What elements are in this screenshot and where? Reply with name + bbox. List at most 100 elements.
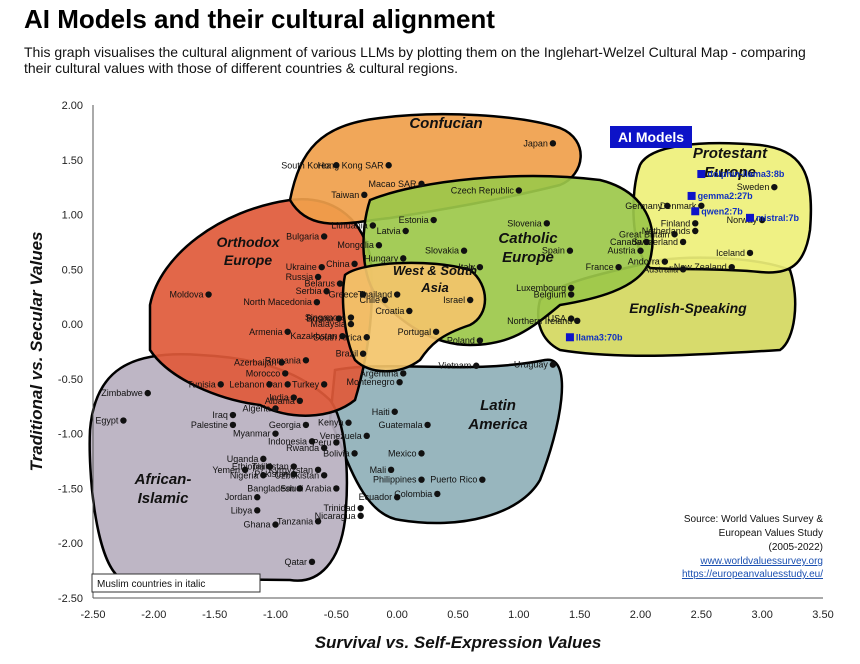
- country-label: Morocco: [246, 368, 281, 378]
- country-dot: [290, 394, 297, 401]
- country-dot: [637, 247, 644, 254]
- ai-model-points: dolphin-llama3:8b gemma2:27b qwen2:7b mistr…: [565, 169, 800, 342]
- country-point: Taiwan: [331, 190, 368, 200]
- country-label: Luxembourg: [516, 283, 566, 293]
- country-point: Philippines: [373, 475, 425, 485]
- country-label: Montenegro: [347, 377, 395, 387]
- country-label: Switzerland: [632, 237, 679, 247]
- country-point: Pakistan: [254, 469, 297, 479]
- country-label: Croatia: [375, 306, 404, 316]
- country-label: Trinidad: [323, 503, 355, 513]
- country-label: Sweden: [737, 182, 770, 192]
- country-point: Venezuela: [320, 431, 370, 441]
- country-label: Venezuela: [320, 431, 362, 441]
- country-dot: [381, 296, 389, 304]
- country-dot: [567, 291, 575, 298]
- country-point: Vietnam: [438, 361, 480, 371]
- ai-model-label: qwen2:7b: [701, 206, 743, 216]
- country-dot: [351, 450, 358, 457]
- country-label: Rwanda: [286, 443, 319, 453]
- ai-model-point: mistral:7b: [746, 213, 800, 223]
- country-point: Zimbabwe: [101, 388, 151, 398]
- country-dot: [308, 438, 316, 445]
- country-label: Singapore: [305, 313, 346, 323]
- country-dot: [320, 233, 328, 240]
- country-point: Mali: [370, 465, 395, 475]
- region-label: Orthodox: [217, 234, 281, 250]
- country-label: Yemen: [212, 465, 240, 475]
- country-label: Germany: [625, 201, 663, 211]
- country-dot: [387, 466, 395, 474]
- source-link-wvs[interactable]: www.worldvaluessurvey.org: [699, 556, 823, 567]
- country-dot: [432, 328, 440, 335]
- country-point: Greece: [329, 290, 367, 300]
- country-point: Serbia: [296, 286, 330, 296]
- country-dot: [515, 187, 523, 194]
- country-dot: [333, 162, 340, 169]
- country-dot: [144, 389, 151, 397]
- ai-model-point: gemma2:27b: [687, 191, 753, 201]
- country-label: Ecuador: [359, 492, 393, 502]
- country-point: Kazakhstan: [290, 331, 346, 341]
- country-point: Uruguay: [514, 360, 557, 370]
- country-point: Croatia: [375, 306, 413, 316]
- country-dot: [396, 378, 403, 386]
- country-label: Kazakhstan: [290, 331, 337, 341]
- country-dot: [217, 381, 224, 388]
- country-dot: [347, 320, 355, 328]
- country-dot: [318, 263, 325, 271]
- region-blob-west-south-asia: [341, 261, 487, 373]
- country-point: Thailand: [358, 290, 401, 300]
- country-point: Palestine: [191, 420, 237, 430]
- ai-models-box-label: AI Models: [618, 129, 684, 145]
- country-point: Nicaragua: [315, 511, 364, 521]
- country-dot: [296, 397, 304, 404]
- country-point: China: [326, 259, 358, 269]
- country-label: Lebanon: [229, 379, 264, 389]
- country-label: Nigeria: [230, 470, 259, 480]
- country-point: Georgia: [269, 420, 310, 430]
- country-point: Estonia: [399, 215, 437, 225]
- country-point: Spain: [542, 246, 574, 256]
- country-dot: [205, 291, 212, 298]
- country-dot: [476, 337, 484, 344]
- country-point: Macao SAR: [368, 179, 425, 189]
- country-point: France: [586, 262, 622, 272]
- country-dot: [402, 227, 409, 235]
- y-tick-label: -2.00: [58, 538, 83, 550]
- country-point: Morocco: [246, 368, 289, 378]
- y-tick-label: 0.50: [62, 264, 83, 276]
- ai-model-marker: [565, 333, 574, 342]
- x-tick-label: 2.00: [630, 609, 651, 621]
- country-dot: [313, 299, 321, 306]
- country-point: Tanzania: [277, 516, 322, 526]
- country-label: Jordan: [225, 492, 253, 502]
- country-dot: [418, 476, 425, 483]
- country-point: Singapore: [305, 313, 355, 323]
- country-point: Poland: [447, 336, 484, 346]
- country-point: Luxembourg: [516, 283, 575, 293]
- country-dot: [430, 216, 437, 224]
- country-dot: [278, 359, 285, 366]
- country-label: Bosnia: [306, 314, 334, 324]
- country-label: Haiti: [372, 407, 390, 417]
- country-label: Romania: [265, 355, 301, 365]
- country-label: Iran: [267, 379, 283, 389]
- country-dot: [418, 180, 425, 188]
- country-label: Netherlands: [642, 226, 691, 236]
- ai-model-marker: [691, 207, 700, 216]
- annotations: AI Models Muslim countries in italic Sou…: [91, 126, 823, 593]
- region-label: African-: [134, 471, 192, 488]
- country-point: New Zealand: [674, 262, 735, 272]
- country-point: Romania: [265, 355, 310, 365]
- country-point: Ghana: [243, 520, 279, 530]
- country-label: Italy: [458, 262, 475, 272]
- ai-models-box: [610, 126, 692, 148]
- source-link-evs[interactable]: https://europeanvaluesstudy.eu/: [682, 569, 823, 580]
- country-label: Azerbaijan: [234, 357, 277, 367]
- region-blobs: [88, 112, 813, 582]
- country-dot: [698, 202, 705, 209]
- country-point: South Korea: [281, 160, 340, 170]
- country-label: Uruguay: [514, 360, 549, 370]
